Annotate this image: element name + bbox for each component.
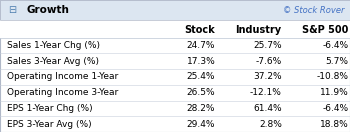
Text: Stock: Stock [184, 25, 215, 35]
Text: -6.4%: -6.4% [322, 41, 348, 50]
Text: Operating Income 1-Year: Operating Income 1-Year [7, 72, 118, 81]
Text: 24.7%: 24.7% [187, 41, 215, 50]
Text: EPS 3-Year Avg (%): EPS 3-Year Avg (%) [7, 120, 92, 129]
Text: 28.2%: 28.2% [187, 104, 215, 113]
Text: -7.6%: -7.6% [256, 57, 282, 66]
Text: Operating Income 3-Year: Operating Income 3-Year [7, 88, 118, 97]
Text: 11.9%: 11.9% [320, 88, 348, 97]
Text: 61.4%: 61.4% [253, 104, 282, 113]
Text: S&P 500: S&P 500 [302, 25, 348, 35]
Text: 5.7%: 5.7% [325, 57, 348, 66]
Text: 17.3%: 17.3% [187, 57, 215, 66]
Text: EPS 1-Year Chg (%): EPS 1-Year Chg (%) [7, 104, 93, 113]
Text: -6.4%: -6.4% [322, 104, 348, 113]
Text: © Stock Rover: © Stock Rover [283, 6, 345, 15]
Text: Sales 1-Year Chg (%): Sales 1-Year Chg (%) [7, 41, 100, 50]
Text: Industry: Industry [236, 25, 282, 35]
FancyBboxPatch shape [0, 0, 350, 20]
Text: 29.4%: 29.4% [187, 120, 215, 129]
Text: 25.7%: 25.7% [253, 41, 282, 50]
Text: 26.5%: 26.5% [187, 88, 215, 97]
FancyBboxPatch shape [0, 20, 350, 38]
Text: 37.2%: 37.2% [253, 72, 282, 81]
Text: -12.1%: -12.1% [250, 88, 282, 97]
Text: 18.8%: 18.8% [320, 120, 348, 129]
Text: Sales 3-Year Avg (%): Sales 3-Year Avg (%) [7, 57, 99, 66]
Text: 25.4%: 25.4% [187, 72, 215, 81]
Text: -10.8%: -10.8% [316, 72, 348, 81]
Text: 2.8%: 2.8% [259, 120, 282, 129]
Text: Growth: Growth [26, 5, 69, 15]
Text: ⊟: ⊟ [8, 5, 16, 15]
